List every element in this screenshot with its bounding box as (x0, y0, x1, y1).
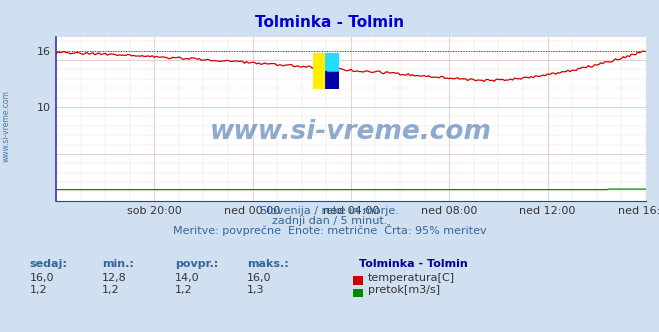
Polygon shape (326, 53, 339, 71)
Bar (312, 53, 326, 89)
Text: 1,2: 1,2 (102, 285, 120, 295)
Text: sedaj:: sedaj: (30, 259, 67, 269)
Text: zadnji dan / 5 minut.: zadnji dan / 5 minut. (272, 216, 387, 226)
Bar (326, 53, 339, 71)
Text: maks.:: maks.: (247, 259, 289, 269)
Text: 16,0: 16,0 (247, 273, 272, 283)
Text: 12,8: 12,8 (102, 273, 127, 283)
Text: 14,0: 14,0 (175, 273, 199, 283)
Text: 1,2: 1,2 (175, 285, 192, 295)
Text: 16,0: 16,0 (30, 273, 54, 283)
Text: pretok[m3/s]: pretok[m3/s] (368, 285, 440, 295)
Text: 1,2: 1,2 (30, 285, 47, 295)
Text: www.si-vreme.com: www.si-vreme.com (210, 119, 492, 145)
Text: min.:: min.: (102, 259, 134, 269)
Text: Meritve: povprečne  Enote: metrične  Črta: 95% meritev: Meritve: povprečne Enote: metrične Črta:… (173, 224, 486, 236)
Bar (326, 71, 339, 89)
Text: Tolminka - Tolmin: Tolminka - Tolmin (255, 15, 404, 30)
Text: Slovenija / reke in morje.: Slovenija / reke in morje. (260, 206, 399, 216)
Text: Tolminka - Tolmin: Tolminka - Tolmin (359, 259, 468, 269)
Text: temperatura[C]: temperatura[C] (368, 273, 455, 283)
Text: povpr.:: povpr.: (175, 259, 218, 269)
Text: 1,3: 1,3 (247, 285, 265, 295)
Polygon shape (326, 71, 339, 89)
Text: www.si-vreme.com: www.si-vreme.com (2, 90, 11, 162)
